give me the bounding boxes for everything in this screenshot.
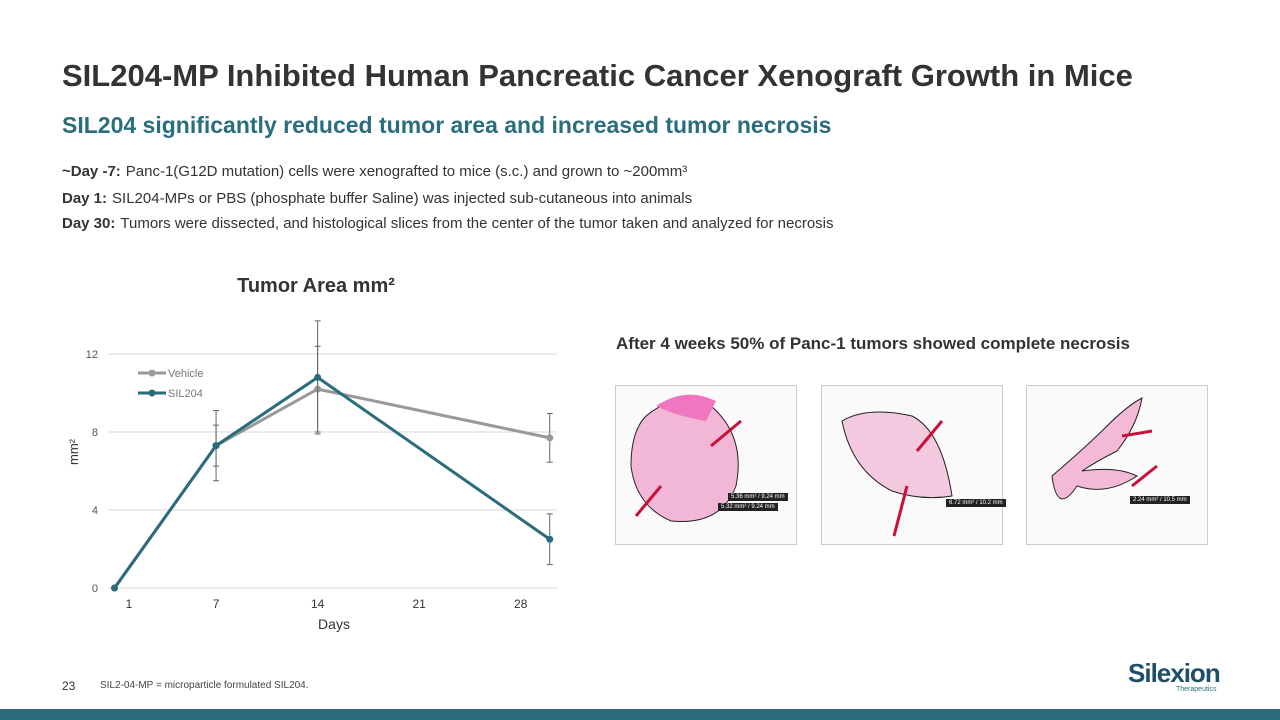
note-label: Day 30: bbox=[62, 215, 116, 232]
note: Day 30: Tumors were dissected, and histol… bbox=[62, 215, 834, 232]
histology-image: 6.72 mm² / 10.2 mm bbox=[821, 385, 1006, 545]
note-label: ~Day -7: bbox=[62, 163, 121, 180]
legend-label: SIL204 bbox=[168, 388, 203, 400]
logo-sub: Therapeutics bbox=[1176, 686, 1217, 693]
x-tick-label: 21 bbox=[412, 597, 426, 611]
legend-label: Vehicle bbox=[168, 368, 203, 380]
tissue bbox=[841, 411, 953, 537]
series-line bbox=[113, 387, 551, 589]
page-number: 23 bbox=[62, 679, 76, 693]
measure-label: 2.24 mm² / 10.5 mm bbox=[1130, 496, 1190, 504]
x-tick-label: 7 bbox=[213, 597, 220, 611]
series-line bbox=[113, 375, 551, 589]
legend-marker bbox=[148, 369, 156, 377]
measure-label: 6.72 mm² / 10.2 mm bbox=[946, 499, 1006, 507]
x-tick-label: 28 bbox=[514, 597, 528, 611]
y-tick-label: 0 bbox=[92, 583, 98, 595]
point bbox=[111, 584, 119, 592]
measure-label: 5.36 mm² / 9.24 mm bbox=[728, 493, 788, 501]
note: ~Day -7: Panc-1(G12D mutation) cells were… bbox=[62, 163, 687, 180]
footnote: SIL2-04-MP = microparticle formulated SI… bbox=[100, 680, 309, 691]
chart: Tumor Area mm² Days mm² 0 4 8 12 1 7 14 21 28 Veh… bbox=[66, 275, 557, 632]
note: Day 1: SIL204-MPs or PBS (phosphate buffe… bbox=[62, 190, 692, 207]
tissue bbox=[630, 394, 742, 523]
point bbox=[546, 434, 554, 442]
point bbox=[314, 373, 322, 381]
x-axis-label: Days bbox=[318, 616, 350, 632]
x-tick-label: 14 bbox=[311, 597, 325, 611]
chart-title: Tumor Area mm² bbox=[237, 275, 395, 297]
histology-image: 2.24 mm² / 10.5 mm bbox=[1026, 385, 1208, 545]
y-tick-label: 8 bbox=[92, 427, 98, 439]
point bbox=[546, 535, 554, 543]
bottom-bar bbox=[0, 709, 1280, 720]
title: SIL204-MP Inhibited Human Pancreatic Can… bbox=[62, 58, 1133, 93]
y-tick-label: 12 bbox=[86, 349, 98, 361]
point bbox=[212, 442, 220, 450]
tissue bbox=[1051, 397, 1158, 500]
logo: Silexion bbox=[1128, 658, 1221, 688]
x-tick-label: 1 bbox=[126, 597, 133, 611]
legend-marker bbox=[148, 389, 156, 397]
note-label: Day 1: bbox=[62, 190, 108, 207]
caption: After 4 weeks 50% of Panc-1 tumors showe… bbox=[616, 334, 1130, 353]
measure-label: 5.32 mm² / 9.24 mm bbox=[718, 503, 778, 511]
y-axis-label: mm² bbox=[66, 438, 81, 465]
note-text: Tumors were dissected, and histological … bbox=[120, 215, 834, 232]
histology-image: 5.36 mm² / 9.24 mm 5.32 mm² / 9.24 mm bbox=[615, 385, 797, 545]
note-text: SIL204-MPs or PBS (phosphate buffer Sali… bbox=[112, 190, 693, 207]
note-text: Panc-1(G12D mutation) cells were xenogra… bbox=[125, 163, 688, 180]
y-tick-label: 4 bbox=[92, 505, 98, 517]
subtitle: SIL204 significantly reduced tumor area … bbox=[62, 112, 832, 138]
